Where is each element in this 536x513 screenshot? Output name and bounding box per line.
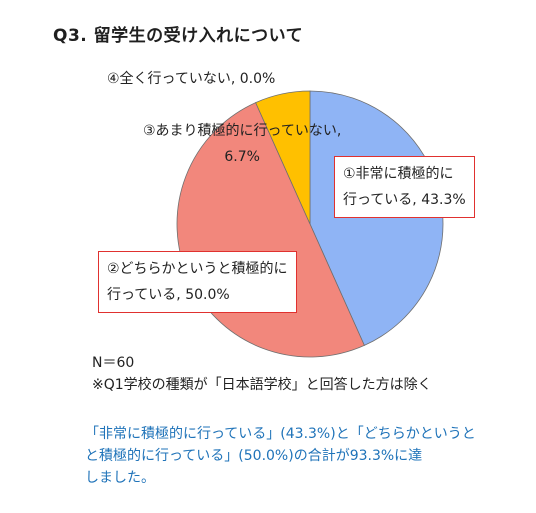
data-label-slice-2-line1: ②どちらかというと積極的に [107,261,288,277]
sample-size: N＝60 [92,355,135,371]
footnote-note: ※Q1学校の種類が「日本語学校」と回答した方は除く [92,377,432,393]
summary-line-2: と積極的に行っている」(50.0%)の合計が93.3%に達 [85,448,423,464]
summary-text: 「非常に積極的に行っている」(43.3%)と「どちらかというと と積極的に行って… [85,423,505,489]
summary-line-3: しました。 [85,470,155,486]
data-label-slice-2-line2: 行っている, 50.0% [107,287,230,303]
data-label-slice-2: ②どちらかというと積極的に 行っている, 50.0% [98,251,297,313]
data-label-slice-3: ③あまり積極的に行っていない, 6.7% [143,118,341,170]
summary-line-1: 「非常に積極的に行っている」(43.3%)と「どちらかというと [85,426,476,442]
data-label-slice-3-line1: ③あまり積極的に行っていない, [143,123,342,139]
data-label-slice-3-line2: 6.7% [224,149,260,165]
data-label-slice-4: ④全く行っていない, 0.0% [107,71,276,87]
pie-slice-3 [255,90,311,225]
data-label-slice-1-line2: 行っている, 43.3% [343,192,466,208]
chart-title: Q3. 留学生の受け入れについて [53,26,304,46]
data-label-slice-1: ①非常に積極的に 行っている, 43.3% [334,156,475,218]
data-label-slice-1-line1: ①非常に積極的に [343,166,454,182]
